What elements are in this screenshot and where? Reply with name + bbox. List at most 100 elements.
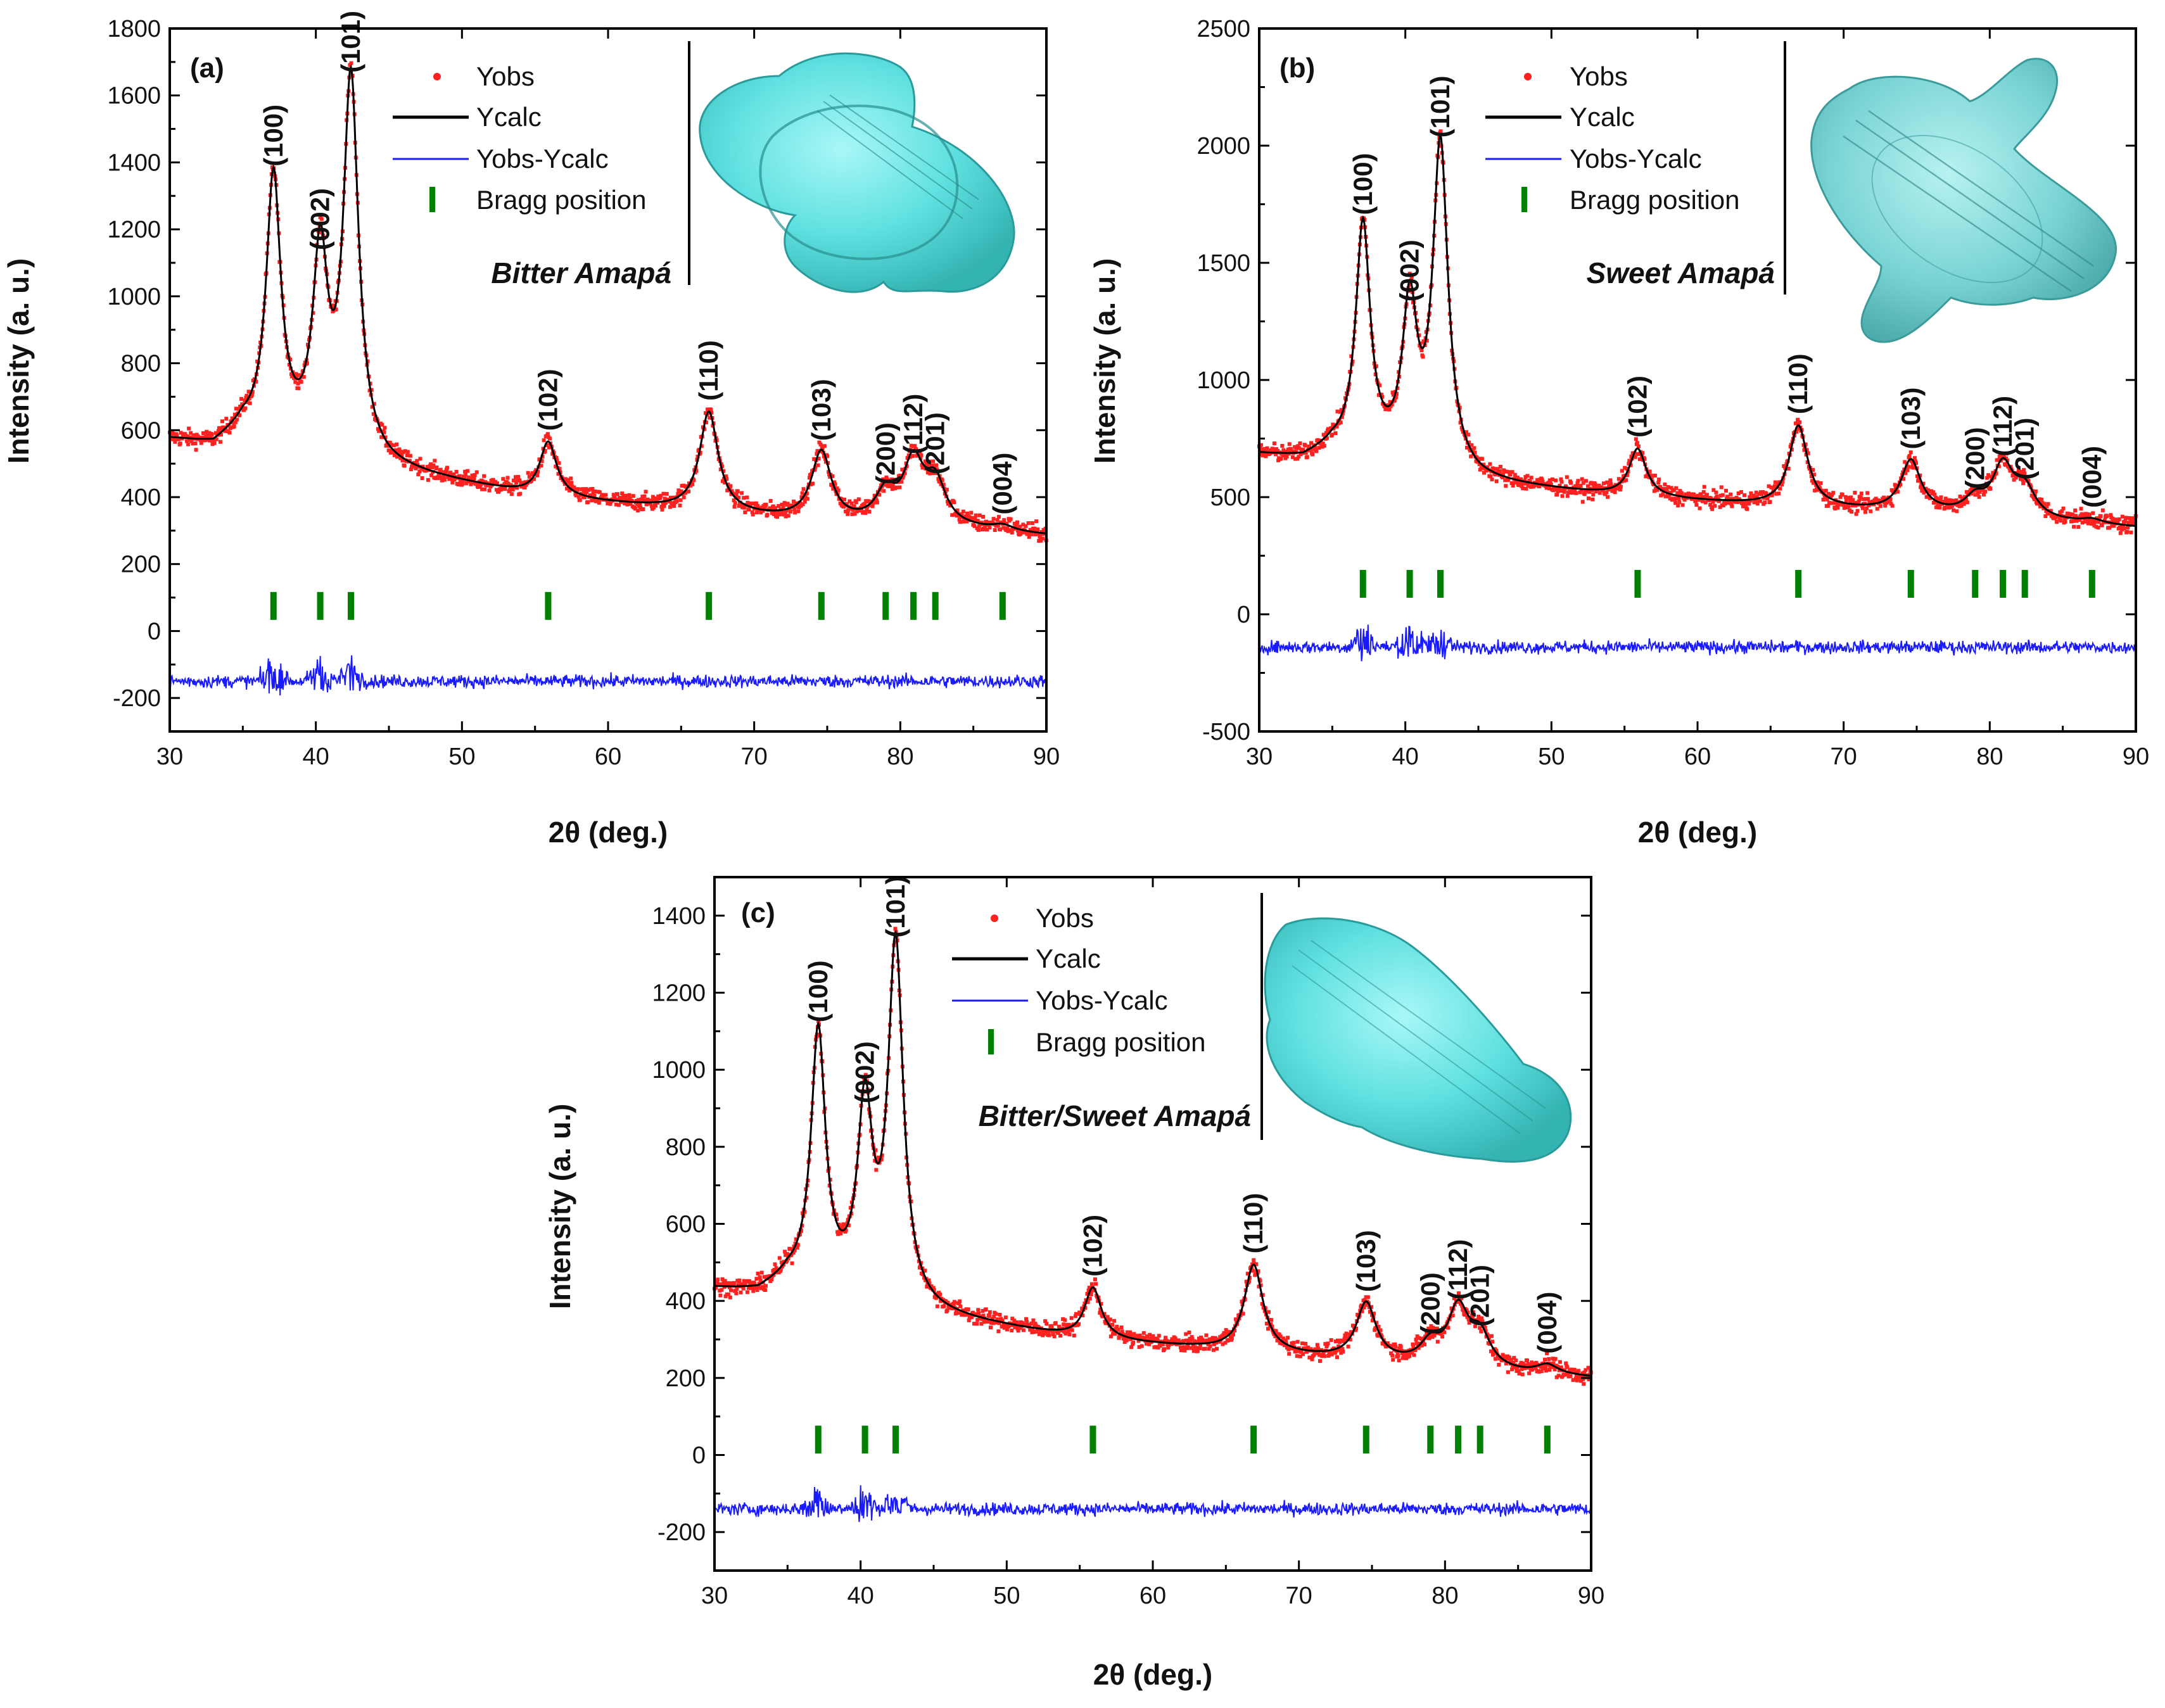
bragg-tick xyxy=(1250,1426,1257,1454)
bragg-tick xyxy=(1544,1426,1551,1454)
diff-line xyxy=(714,1485,1592,1522)
y-tick-label: 400 xyxy=(121,484,161,511)
y-tick-label: 0 xyxy=(1237,602,1250,628)
peak-label-004: (004) xyxy=(1532,1292,1562,1354)
panel-c: Intensity (a. u.) 2θ (deg.) (c) Yobs Yca… xyxy=(543,876,1604,1691)
peak-label-004: (004) xyxy=(987,453,1017,515)
legend-marker-yobs xyxy=(433,73,441,80)
x-tick-label: 70 xyxy=(1831,743,1857,770)
legend-marker-bragg xyxy=(1521,187,1527,212)
peak-label-112: (112) xyxy=(1988,396,2017,457)
bragg-tick xyxy=(815,1426,822,1454)
peak-label-201: (201) xyxy=(920,412,950,474)
peak-label-101: (101) xyxy=(336,11,365,73)
bragg-tick xyxy=(1437,569,1444,598)
bragg-tick xyxy=(2000,569,2007,598)
y-tick-label: 2000 xyxy=(1197,133,1250,160)
panel-label: (c) xyxy=(741,897,775,928)
bragg-tick xyxy=(706,591,713,620)
bragg-tick xyxy=(892,1426,899,1454)
sample-label: Bitter/Sweet Amapá xyxy=(979,1099,1251,1132)
y-tick-label: 1000 xyxy=(1197,367,1250,394)
x-tick-label: 60 xyxy=(1140,1583,1166,1609)
peak-label-200: (200) xyxy=(1960,427,1990,489)
x-tick-label: 70 xyxy=(741,743,768,770)
legend-marker-yobs xyxy=(1524,73,1532,80)
bragg-tick xyxy=(818,591,825,620)
peak-label-110: (110) xyxy=(1238,1193,1268,1254)
legend-label-diff: Yobs-Ycalc xyxy=(1570,144,1702,174)
peak-label-004: (004) xyxy=(2077,446,2107,508)
bragg-tick xyxy=(2088,569,2095,598)
x-tick-label: 80 xyxy=(887,743,913,770)
x-tick-label: 60 xyxy=(1684,743,1711,770)
bragg-tick xyxy=(1455,1426,1462,1454)
y-tick-label: 2500 xyxy=(1197,16,1250,42)
bragg-tick xyxy=(1972,569,1979,598)
legend: Yobs Ycalc Yobs-Ycalc Bragg position xyxy=(393,61,647,215)
bragg-tick xyxy=(1427,1426,1434,1454)
panel-label: (a) xyxy=(190,53,224,84)
legend: Yobs Ycalc Yobs-Ycalc Bragg position xyxy=(1485,61,1740,215)
bragg-tick xyxy=(882,591,889,620)
panel-label: (b) xyxy=(1279,53,1315,84)
legend: Yobs Ycalc Yobs-Ycalc Bragg position xyxy=(952,903,1206,1057)
x-axis-label: 2θ (deg.) xyxy=(1638,816,1757,849)
peak-label-201: (201) xyxy=(1465,1265,1495,1327)
y-tick-label: 400 xyxy=(666,1288,706,1315)
legend-label-diff: Yobs-Ycalc xyxy=(1036,985,1168,1015)
bragg-tick xyxy=(999,591,1006,620)
legend-label-bragg: Bragg position xyxy=(476,185,647,215)
bragg-tick xyxy=(1089,1426,1096,1454)
bragg-tick xyxy=(317,591,324,620)
bragg-tick xyxy=(1634,569,1641,598)
x-tick-label: 40 xyxy=(303,743,329,770)
crystallite-shape-image xyxy=(1264,917,1572,1163)
x-tick-label: 30 xyxy=(156,743,183,770)
bragg-tick xyxy=(545,591,552,620)
y-tick-label: -500 xyxy=(1202,719,1250,745)
x-axis-label: 2θ (deg.) xyxy=(549,816,668,849)
y-tick-label: 1000 xyxy=(652,1057,706,1084)
peak-label-110: (110) xyxy=(694,340,723,401)
x-axis-label: 2θ (deg.) xyxy=(1093,1658,1212,1691)
ycalc-line xyxy=(1259,132,2136,528)
bragg-tick xyxy=(1795,569,1802,598)
legend-label-yobs: Yobs xyxy=(1570,61,1628,91)
sample-label: Sweet Amapá xyxy=(1587,256,1775,289)
y-axis-label: Intensity (a. u.) xyxy=(2,258,35,464)
peak-label-100: (100) xyxy=(1348,153,1378,215)
peak-label-102: (102) xyxy=(1077,1215,1107,1277)
bragg-tick xyxy=(270,591,277,620)
peak-label-110: (110) xyxy=(1783,353,1813,414)
x-tick-label: 30 xyxy=(1246,743,1273,770)
x-tick-label: 70 xyxy=(1286,1583,1312,1609)
peak-label-201: (201) xyxy=(2010,418,2040,480)
y-tick-label: 200 xyxy=(121,552,161,578)
peak-label-101: (101) xyxy=(1425,75,1455,137)
x-tick-label: 90 xyxy=(2123,743,2149,770)
peak-label-002: (002) xyxy=(850,1041,880,1103)
y-tick-label: 1600 xyxy=(107,83,161,110)
peak-label-200: (200) xyxy=(870,422,900,484)
bragg-positions xyxy=(1359,569,2095,598)
bragg-tick xyxy=(1406,569,1413,598)
peak-label-100: (100) xyxy=(803,960,833,1022)
crystallite-shape-image xyxy=(699,52,1015,293)
bragg-tick xyxy=(1476,1426,1483,1454)
x-tick-label: 50 xyxy=(993,1583,1020,1609)
legend-label-ycalc: Ycalc xyxy=(1570,102,1635,132)
y-axis-label: Intensity (a. u.) xyxy=(543,1104,576,1310)
peak-label-002: (002) xyxy=(1395,239,1425,301)
peak-label-112: (112) xyxy=(898,394,928,455)
legend-marker-bragg xyxy=(988,1029,994,1054)
legend-label-yobs: Yobs xyxy=(1036,903,1094,933)
peak-label-002: (002) xyxy=(305,188,335,250)
peak-label-200: (200) xyxy=(1415,1272,1445,1334)
y-axis-label: Intensity (a. u.) xyxy=(1088,258,1121,464)
bragg-positions xyxy=(815,1426,1551,1454)
legend-label-diff: Yobs-Ycalc xyxy=(476,144,609,174)
y-tick-label: 1800 xyxy=(107,16,161,42)
peak-label-103: (103) xyxy=(1896,387,1926,449)
legend-marker-bragg xyxy=(429,187,435,212)
